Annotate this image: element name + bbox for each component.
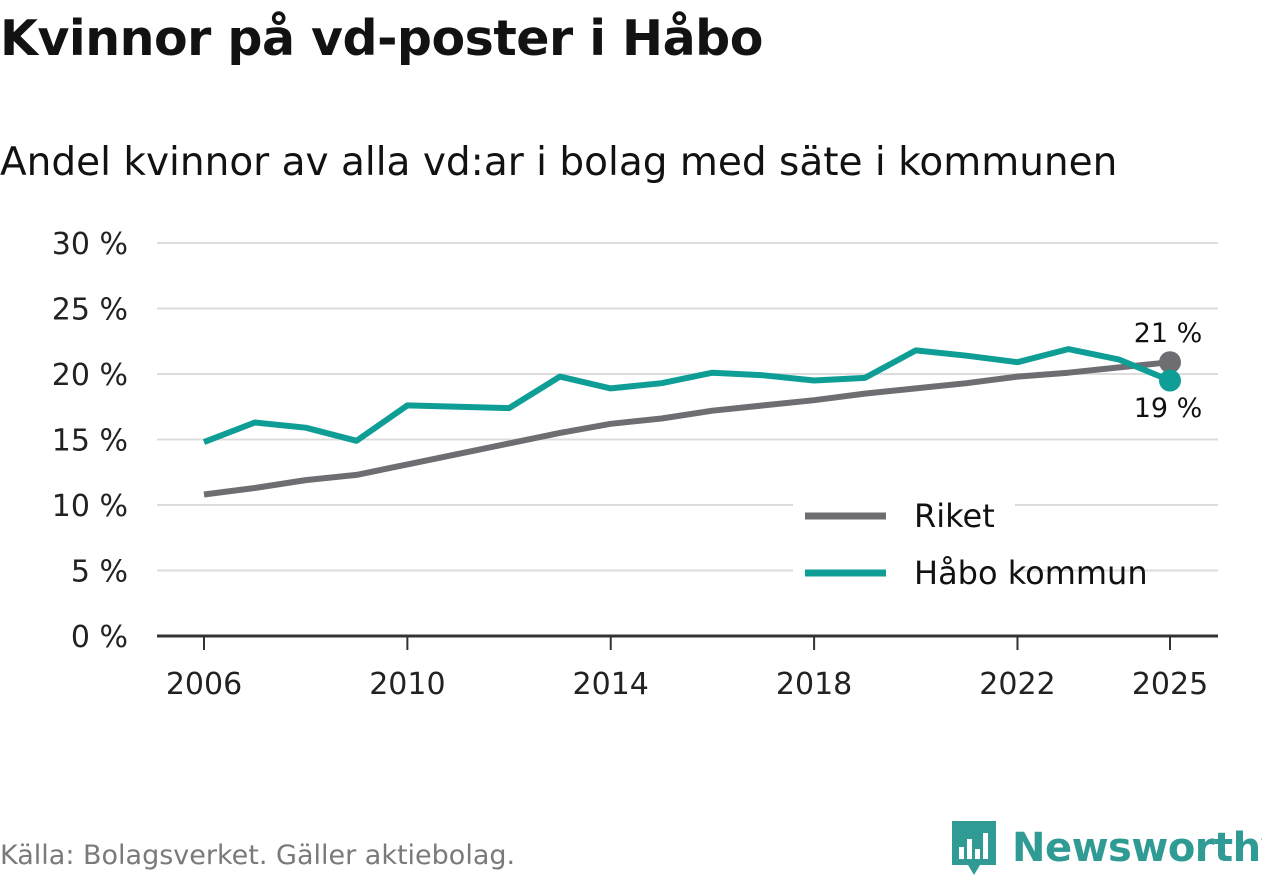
x-axis-ticks: 2006 2010 2014 2018 2022 2025	[166, 636, 1208, 702]
legend-background	[793, 490, 1015, 602]
legend-label: Håbo kommun	[914, 554, 1148, 592]
legend-label: Riket	[914, 497, 995, 535]
series-endpoint-marker	[1159, 351, 1181, 374]
y-tick-label: 20 %	[52, 358, 128, 393]
x-tick-label: 2018	[776, 667, 852, 702]
y-axis-ticks: 0 % 5 % 10 % 15 % 20 % 25 % 30 %	[52, 227, 128, 655]
brand-logo: Newsworthy	[950, 818, 1262, 878]
x-tick-label: 2025	[1132, 667, 1208, 702]
x-tick-label: 2006	[166, 667, 242, 702]
y-tick-label: 30 %	[52, 227, 128, 262]
source-note: Källa: Bolagsverket. Gäller aktiebolag.	[0, 840, 516, 871]
y-tick-label: 15 %	[52, 424, 128, 459]
series-endpoint-marker	[1159, 369, 1181, 392]
series-line-riket	[203, 359, 1171, 498]
y-tick-label: 10 %	[52, 489, 128, 524]
series-end-label: 21 %	[1134, 318, 1203, 349]
chart-title: Kvinnor på vd-poster i Håbo	[0, 10, 763, 67]
x-tick-label: 2022	[979, 667, 1055, 702]
gridlines	[157, 242, 1218, 572]
y-tick-label: 0 %	[71, 620, 128, 655]
series-line-habo-kommun	[202, 346, 1172, 445]
series-lines	[202, 346, 1172, 498]
x-tick-label: 2014	[573, 667, 649, 702]
series-endpoints: 21 % 19 %	[1134, 318, 1203, 424]
series-end-label: 19 %	[1134, 393, 1203, 424]
brand-name: Newsworthy	[1012, 825, 1262, 871]
y-tick-label: 25 %	[52, 293, 128, 328]
chart-subtitle: Andel kvinnor av alla vd:ar i bolag med …	[0, 140, 1118, 185]
legend: Riket Håbo kommun	[793, 490, 1148, 602]
y-tick-label: 5 %	[71, 555, 128, 590]
bar-chart-speech-bubble-icon	[952, 821, 996, 875]
x-tick-label: 2010	[369, 667, 445, 702]
